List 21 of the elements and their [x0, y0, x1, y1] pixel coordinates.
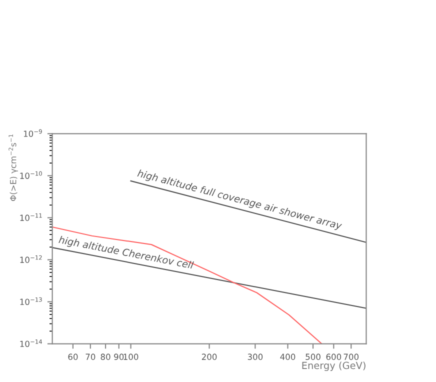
- x-tick-label: 60: [68, 354, 78, 360]
- x-tick-label: 100: [124, 354, 138, 360]
- y-tick-label: 10$^{−9}$: [24, 129, 42, 137]
- y-tick-label: 10$^{−14}$: [20, 339, 42, 348]
- x-tick-label: 500: [306, 354, 320, 360]
- y-tick-label: 10$^{−13}$: [20, 297, 42, 305]
- x-tick-label: 300: [248, 354, 263, 360]
- x-tick-label: 90: [114, 354, 124, 360]
- y-axis-title: Φ(>E) γcm$^{−2}$s$^{−1}$: [8, 134, 18, 201]
- x-tick-label: 600: [326, 354, 342, 360]
- y-tick-label: 10$^{−12}$: [20, 255, 42, 263]
- x-tick-label: 70: [86, 354, 96, 360]
- y-tick-label: 10$^{−10}$: [20, 171, 42, 179]
- x-tick-label: 80: [100, 354, 110, 360]
- y-tick-label: 10$^{−11}$: [20, 213, 42, 221]
- x-tick-label: 700: [344, 354, 359, 360]
- x-axis-title: Energy (GeV): [302, 362, 366, 371]
- x-tick-label: 200: [202, 354, 217, 360]
- x-tick-label: 400: [280, 354, 296, 360]
- text: high altitude Cherenkov cell: [58, 236, 194, 271]
- text: high altitude full coverage air shower array: [136, 169, 343, 232]
